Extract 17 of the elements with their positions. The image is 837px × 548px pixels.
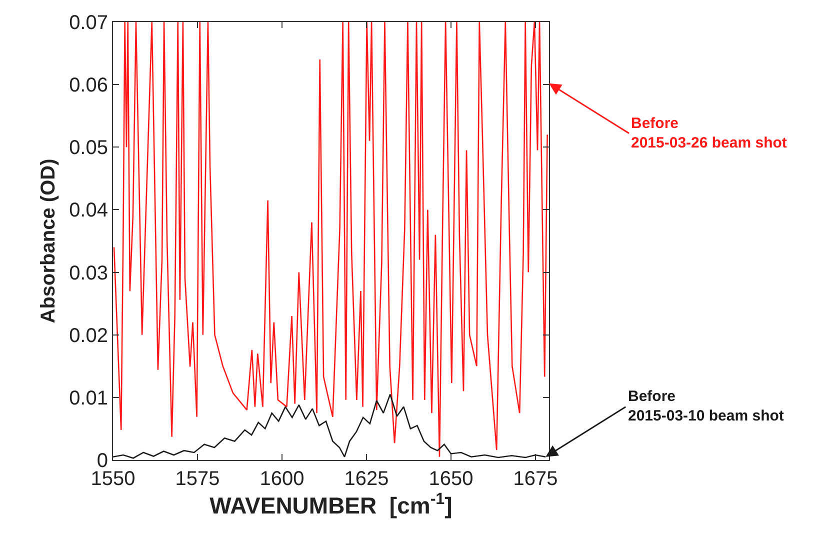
y-tick-label: 0.05 xyxy=(69,137,108,160)
x-tick-label: 1650 xyxy=(428,468,474,490)
annotation: Before 2015-03-10 beam shot xyxy=(628,388,784,424)
y-tick-label: 0.01 xyxy=(69,387,108,410)
y-tick-label: 0.02 xyxy=(69,324,108,347)
y-tick-label: 0.07 xyxy=(69,12,108,34)
x-tick-label: 1625 xyxy=(344,468,389,490)
x-tick-label: 1600 xyxy=(260,468,304,490)
y-axis-title: Absorbance (OD) xyxy=(38,158,60,324)
y-tick-label: 0.04 xyxy=(69,200,108,222)
y-tick-label: 0.03 xyxy=(69,262,108,284)
x-tick-label: 1675 xyxy=(513,468,558,490)
text: Before 2015-03-26 beam shot xyxy=(631,115,787,152)
x-axis-title: WAVENUMBER [cm$^{-1}$] xyxy=(210,490,452,519)
x-tick-label: 1575 xyxy=(175,468,220,490)
y-tick-label: 0.06 xyxy=(69,74,108,97)
line-series xyxy=(113,22,548,458)
